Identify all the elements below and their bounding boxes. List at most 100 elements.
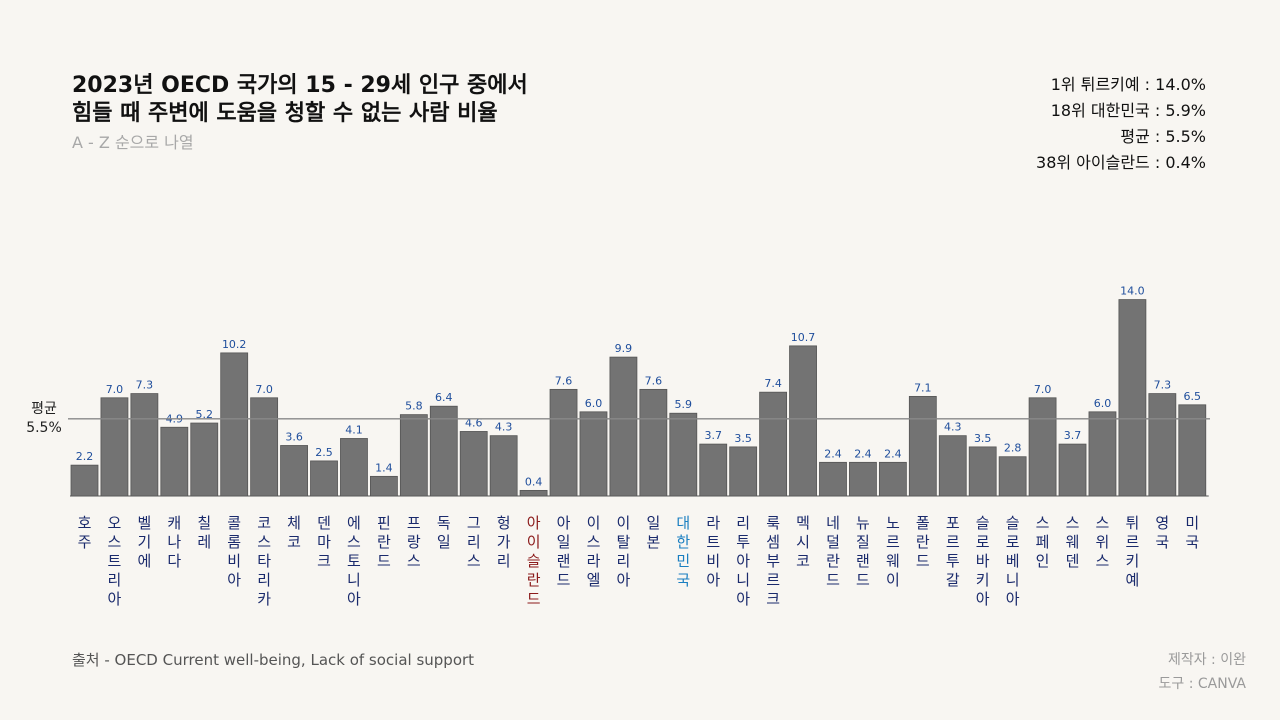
bar <box>519 489 548 497</box>
value-label: 5.8 <box>405 400 423 413</box>
value-label: 10.2 <box>222 338 247 351</box>
value-label: 7.3 <box>136 379 154 392</box>
value-label: 5.9 <box>675 398 693 411</box>
value-label: 3.5 <box>734 432 752 445</box>
bar <box>1178 404 1207 497</box>
value-label: 2.8 <box>1004 442 1022 455</box>
value-label: 4.3 <box>944 421 962 434</box>
bar <box>609 356 638 497</box>
bar <box>1118 299 1147 497</box>
value-label: 6.5 <box>1184 390 1202 403</box>
value-label: 7.3 <box>1154 379 1172 392</box>
bar <box>489 435 518 497</box>
bar <box>908 395 937 497</box>
value-label: 7.6 <box>645 374 663 387</box>
value-label: 3.5 <box>974 432 992 445</box>
credits: 제작자 : 이완 도구 : CANVA <box>1159 648 1246 696</box>
bar <box>160 426 189 497</box>
value-label: 0.4 <box>525 475 543 488</box>
summary-average: 평균 : 5.5% <box>1120 127 1206 146</box>
value-label: 3.7 <box>704 429 722 442</box>
value-label: 2.4 <box>884 447 902 460</box>
chart-title: 2023년 OECD 국가의 15 - 29세 인구 중에서 힘들 때 주변에 … <box>72 72 528 128</box>
value-label: 6.4 <box>435 391 453 404</box>
bar <box>369 475 398 497</box>
value-label: 7.0 <box>106 383 124 396</box>
bar <box>878 461 907 497</box>
bar <box>968 446 997 497</box>
value-label: 6.0 <box>1094 397 1112 410</box>
title-line-2: 힘들 때 주변에 도움을 청할 수 없는 사람 비율 <box>72 101 498 126</box>
value-label: 7.4 <box>764 377 782 390</box>
value-label: 14.0 <box>1120 285 1145 298</box>
summary-bottom: 38위 아이슬란드 : 0.4% <box>1036 153 1206 172</box>
value-label: 9.9 <box>615 342 633 355</box>
summary-korea: 18위 대한민국 : 5.9% <box>1050 101 1206 120</box>
bar <box>310 460 338 497</box>
value-label: 7.0 <box>255 383 273 396</box>
bar <box>998 456 1027 497</box>
value-label: 7.0 <box>1034 383 1052 396</box>
value-label: 1.4 <box>375 461 393 474</box>
value-label: 4.6 <box>465 416 483 429</box>
bar <box>1148 393 1177 497</box>
maker-credit: 제작자 : 이완 <box>1167 652 1246 668</box>
value-label: 3.7 <box>1064 429 1082 442</box>
value-label: 2.5 <box>315 446 333 459</box>
value-label: 6.0 <box>585 397 603 410</box>
value-label: 4.1 <box>345 423 363 436</box>
bar <box>220 352 249 497</box>
value-label: 7.6 <box>555 374 573 387</box>
value-label: 7.1 <box>914 381 932 394</box>
bar <box>759 391 788 497</box>
bar <box>819 461 847 497</box>
bar <box>250 397 279 497</box>
bar <box>729 446 758 497</box>
value-label: 5.2 <box>196 408 214 421</box>
value-label: 10.7 <box>791 331 816 344</box>
bar <box>100 397 129 497</box>
bar <box>549 388 578 497</box>
bar <box>459 431 488 497</box>
summary-top: 1위 튀르키예 : 14.0% <box>1050 75 1206 94</box>
bar <box>280 445 308 497</box>
bar <box>639 388 668 497</box>
chart-subtitle: A - Z 순으로 나열 <box>72 133 194 152</box>
bar <box>938 435 967 497</box>
bar <box>399 414 428 497</box>
bar <box>70 464 99 497</box>
bar <box>1028 397 1057 497</box>
average-label: 평균 <box>31 401 57 417</box>
bar <box>130 393 159 497</box>
source-note: 출처 - OECD Current well-being, Lack of so… <box>72 651 475 669</box>
bar <box>789 345 817 497</box>
